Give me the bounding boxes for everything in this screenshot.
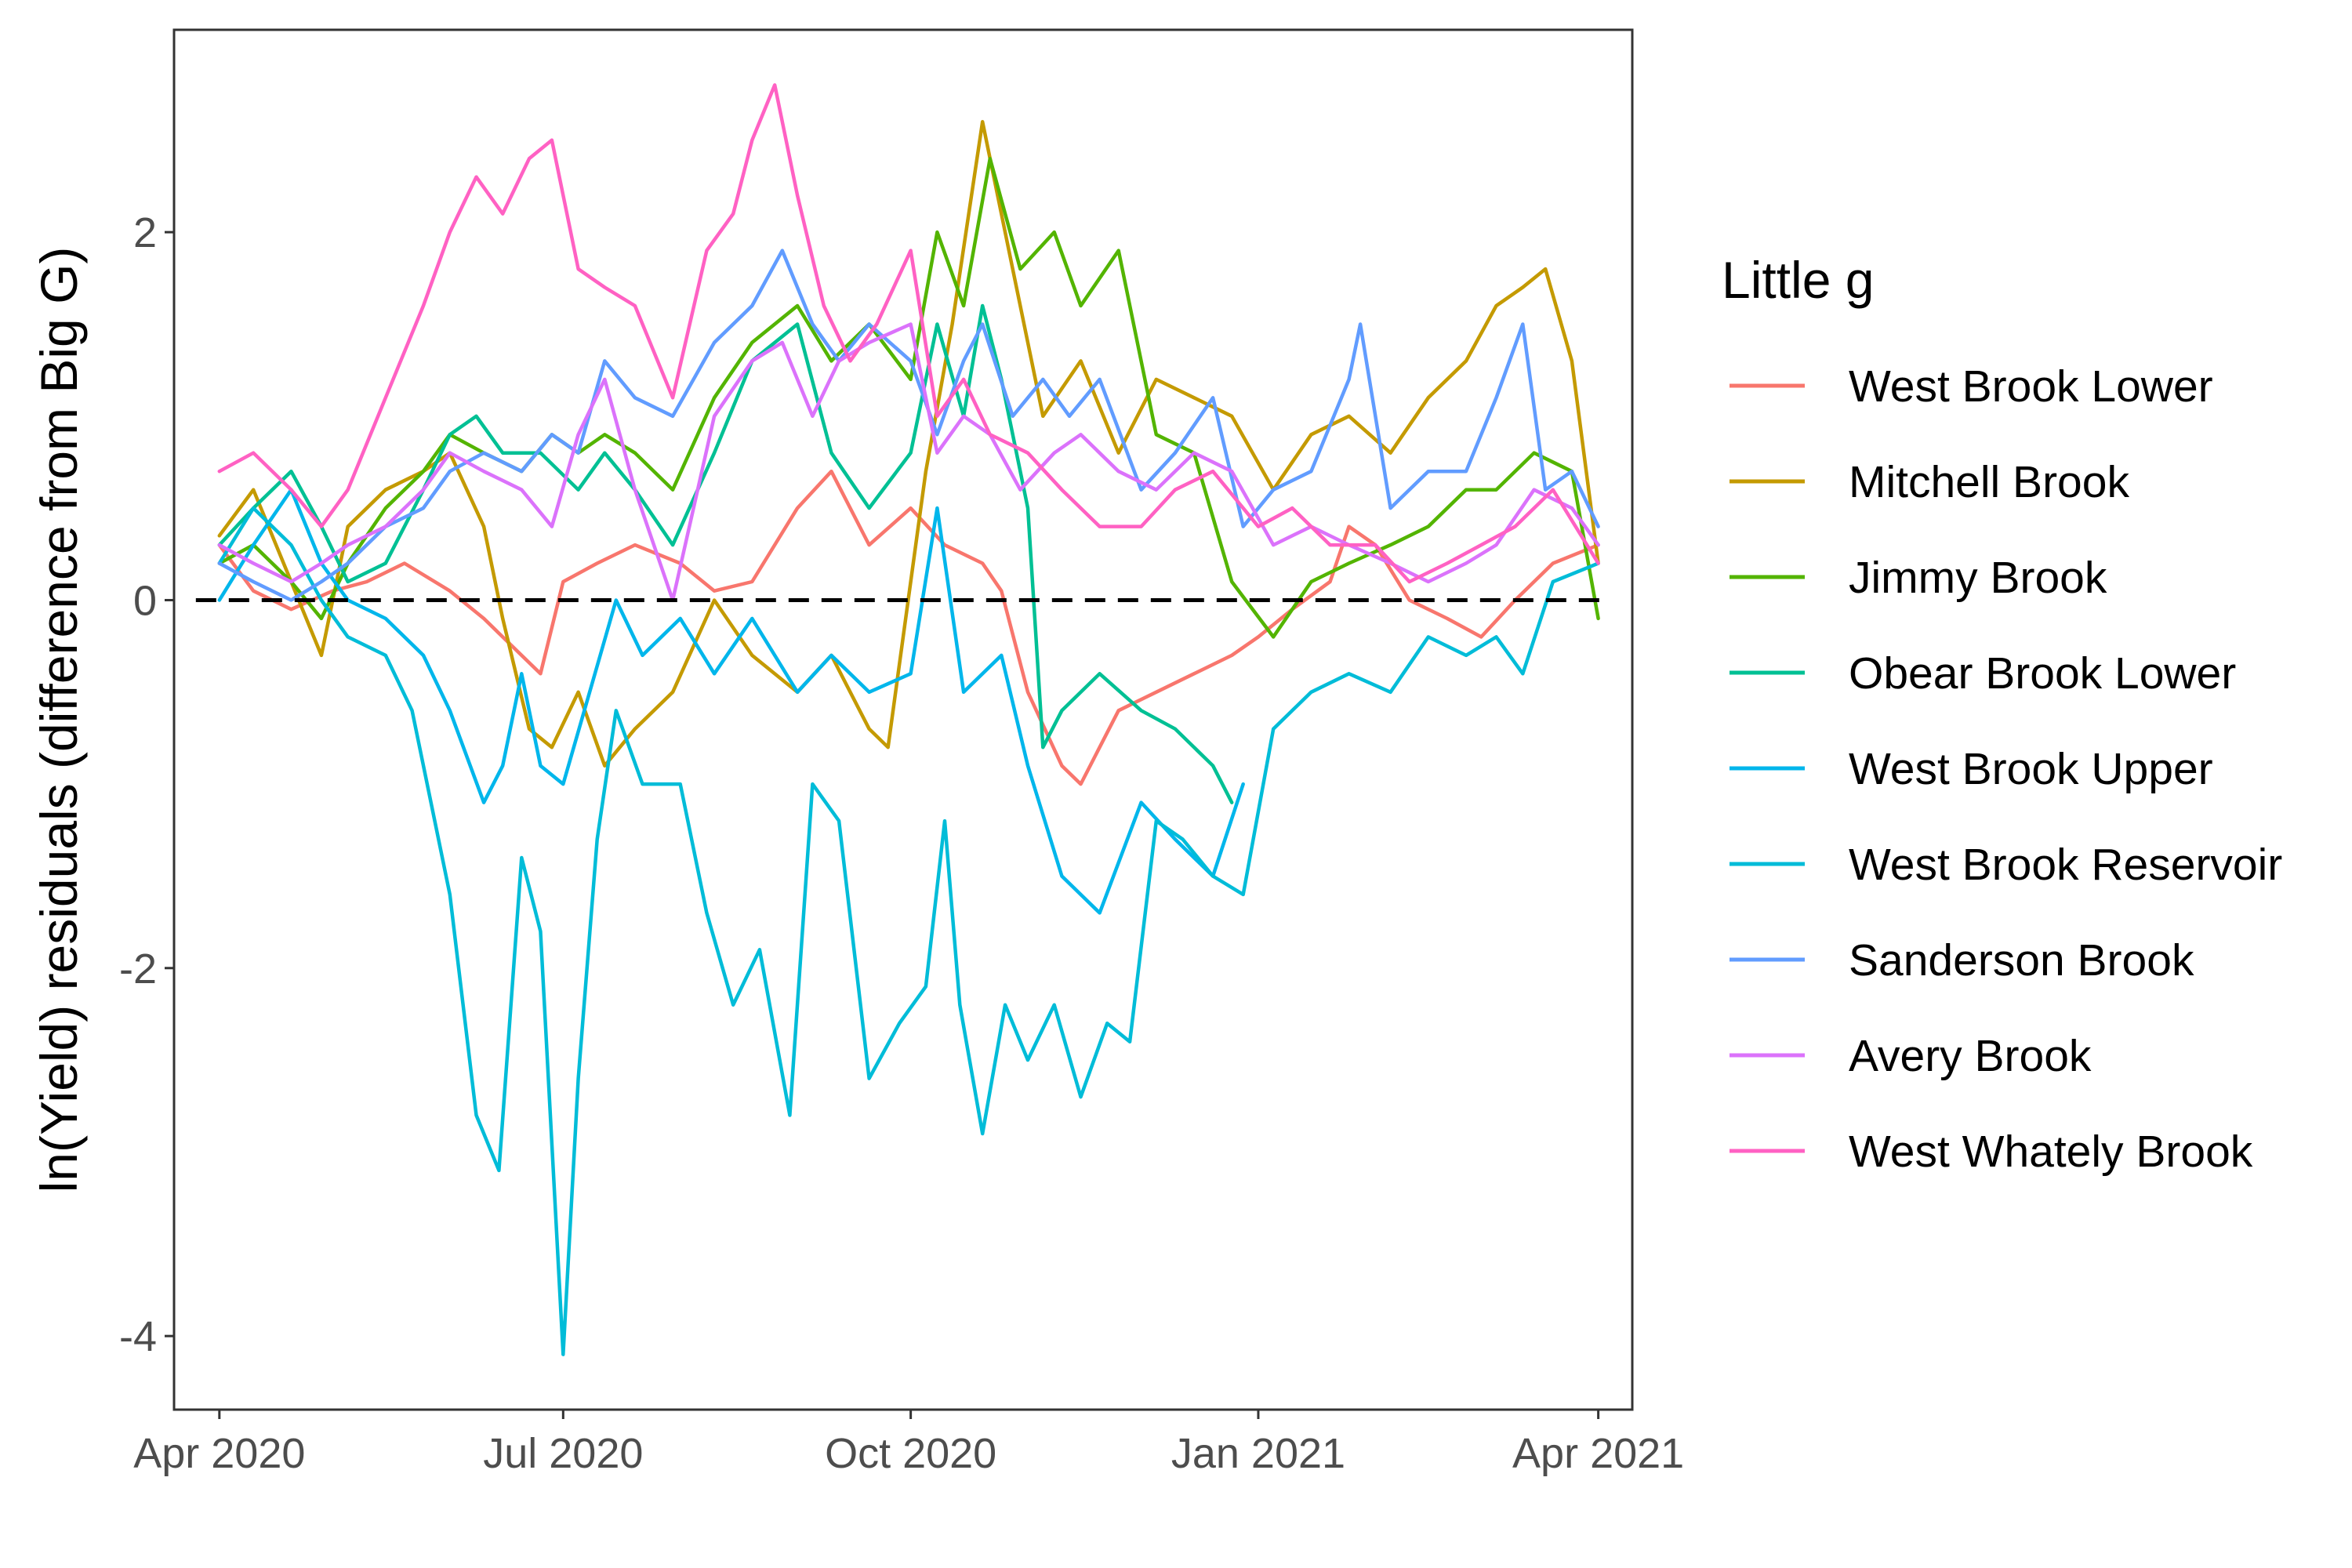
y-axis-title: ln(Yield) residuals (difference from Big… [30,247,88,1193]
x-tick-label: Apr 2021 [1512,1430,1684,1477]
legend-label-west-brook-reservoir: West Brook Reservoir [1849,840,2282,890]
series-line-avery-brook [217,322,1600,602]
x-tick-label: Oct 2020 [825,1430,996,1477]
legend-label-mitchell-brook: Mitchell Brook [1849,457,2129,507]
series-line-jimmy-brook [217,157,1600,639]
plot-panel-border [172,28,1634,1411]
legend-label-sanderson-brook: Sanderson Brook [1849,935,2194,985]
series-line-west-brook-reservoir [217,506,1600,1356]
series-line-west-brook-lower [217,469,1600,786]
y-axis: -4 -2 0 2 [119,209,174,1360]
y-tick-label: 2 [133,209,157,256]
legend-label-west-whately-brook: West Whately Brook [1849,1127,2253,1177]
series-line-west-whately-brook [217,83,1600,584]
legend-label-jimmy-brook: Jimmy Brook [1849,553,2107,603]
y-tick-label: 0 [133,577,157,624]
legend: Little g West Brook Lower Mitchell Brook J… [1722,251,2282,1177]
x-tick-label: Jan 2021 [1171,1430,1345,1477]
x-axis: Apr 2020 Jul 2020 Oct 2020 Jan 2021 Apr 2021 [133,1410,1684,1477]
legend-label-avery-brook: Avery Brook [1849,1031,2092,1081]
legend-label-obear-brook-lower: Obear Brook Lower [1849,648,2236,699]
plot-area [217,83,1600,1356]
y-tick-label: -2 [119,946,157,993]
series-line-west-brook-upper [217,488,1245,915]
x-tick-label: Jul 2020 [483,1430,643,1477]
legend-label-west-brook-lower: West Brook Lower [1849,361,2213,412]
legend-label-west-brook-upper: West Brook Upper [1849,744,2213,794]
series-line-sanderson-brook [217,249,1600,602]
y-tick-label: -4 [119,1313,157,1360]
legend-title: Little g [1722,251,1874,309]
x-tick-label: Apr 2020 [133,1430,305,1477]
